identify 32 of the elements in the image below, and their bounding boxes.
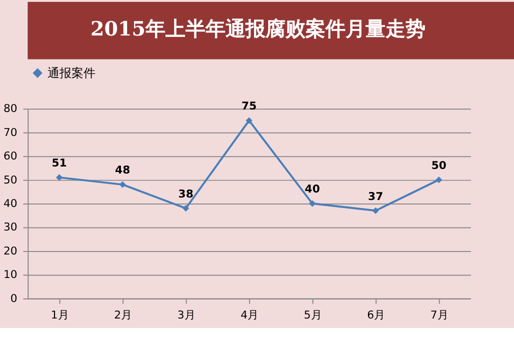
x-tick-label: 3月 <box>177 308 196 322</box>
data-label: 51 <box>52 156 67 170</box>
data-label: 37 <box>368 190 384 203</box>
legend-label: 通报案件 <box>47 66 96 80</box>
point <box>246 117 252 124</box>
point <box>372 207 379 214</box>
chart-title: 2015年上半年通报腐败案件月量走势 <box>90 16 426 40</box>
data-label: 40 <box>304 182 320 196</box>
y-tick-label: 30 <box>3 220 18 234</box>
x-tick-label: 7月 <box>430 308 448 322</box>
y-tick-label: 40 <box>3 197 18 210</box>
data-label: 75 <box>242 100 257 113</box>
x-tick-label: 5月 <box>304 308 322 322</box>
data-label: 48 <box>115 164 130 177</box>
point <box>436 176 442 184</box>
point <box>309 200 316 207</box>
y-tick-label: 70 <box>3 126 18 139</box>
y-tick-label: 80 <box>3 102 18 116</box>
x-tick-label: 4月 <box>240 308 259 322</box>
y-tick-label: 60 <box>3 150 18 163</box>
y-tick-label: 10 <box>3 268 18 282</box>
y-tick-label: 20 <box>3 244 18 258</box>
point <box>119 181 126 188</box>
point <box>56 174 63 181</box>
x-tick-label: 2月 <box>114 308 132 322</box>
x-tick-label: 1月 <box>50 308 69 322</box>
y-tick-label: 50 <box>3 173 18 186</box>
y-tick-label: 0 <box>10 292 18 305</box>
point <box>182 204 190 212</box>
data-label: 38 <box>178 187 194 200</box>
data-label: 50 <box>431 158 447 172</box>
x-tick-label: 6月 <box>367 308 386 322</box>
